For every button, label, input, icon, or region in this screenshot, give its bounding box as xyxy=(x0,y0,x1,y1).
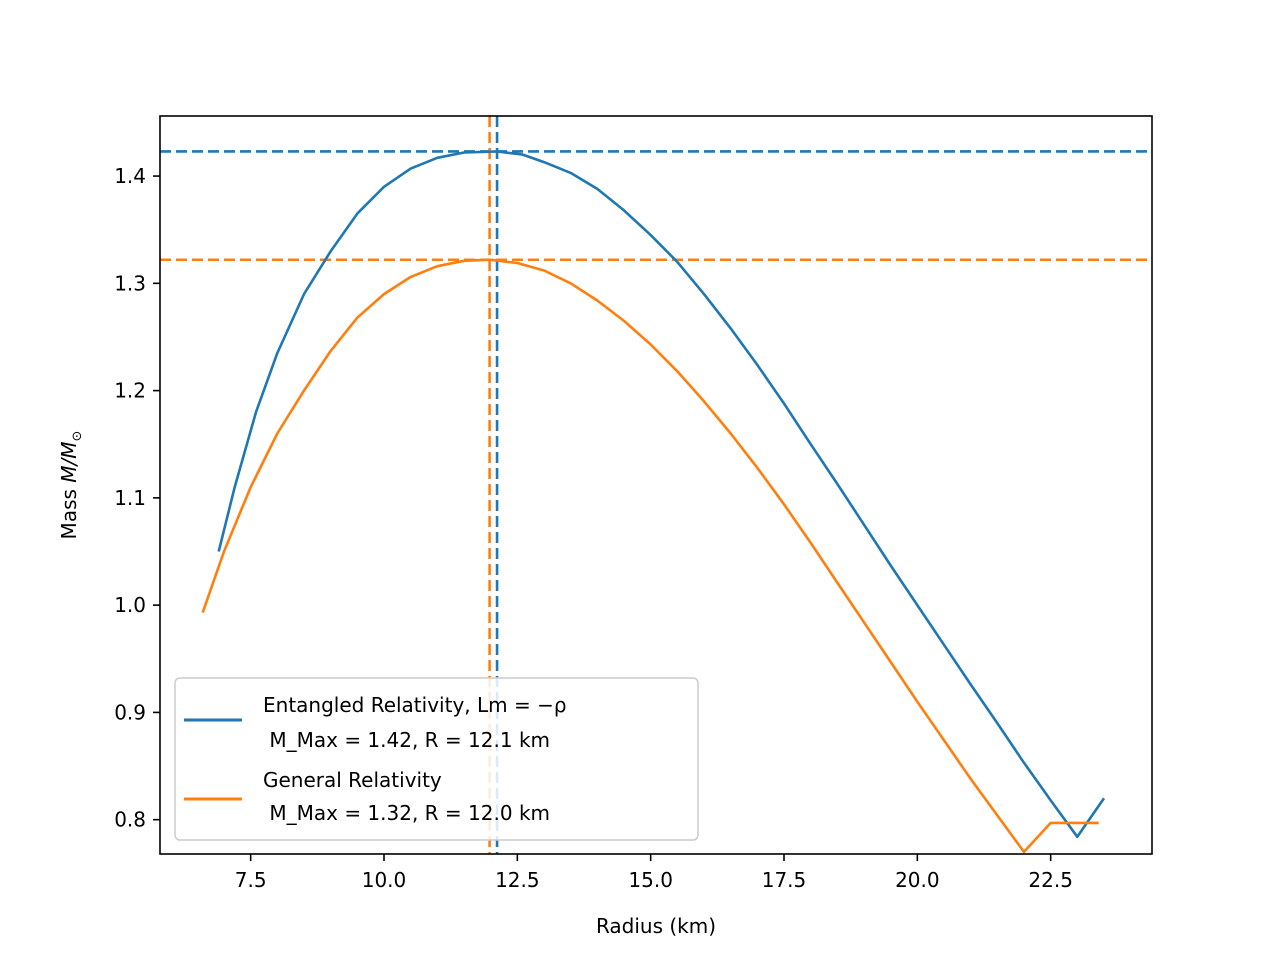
series-line-entangled xyxy=(217,150,1106,839)
y-tick-label: 1.4 xyxy=(114,164,146,188)
x-tick-label: 10.0 xyxy=(362,868,407,892)
legend-box xyxy=(174,677,699,841)
x-tick-label: 22.5 xyxy=(1028,868,1073,892)
legend-label-entangled-line2: M_Max = 1.42, R = 12.1 km xyxy=(263,728,550,752)
y-axis-label-sub: ⊙ xyxy=(70,431,85,442)
y-tick-label: 1.1 xyxy=(114,486,146,510)
x-tick-label: 17.5 xyxy=(762,868,807,892)
y-tick-label: 1.2 xyxy=(114,379,146,403)
legend-label-entangled-line1: Entangled Relativity, Lm = −ρ xyxy=(263,693,567,717)
y-tick-label: 0.8 xyxy=(114,808,146,832)
legend-label-general-line1: General Relativity xyxy=(263,768,442,792)
x-tick-label: 12.5 xyxy=(495,868,540,892)
y-tick-label: 1.0 xyxy=(114,593,146,617)
legend-label-general-line2: M_Max = 1.32, R = 12.0 km xyxy=(263,801,550,825)
y-axis-label-prefix: Mass xyxy=(57,483,81,540)
plot-area xyxy=(160,116,1152,854)
x-tick-label: 15.0 xyxy=(628,868,673,892)
series-group xyxy=(160,116,1152,854)
series-line-general xyxy=(201,258,1099,854)
x-tick-label: 7.5 xyxy=(235,868,267,892)
y-tick-label: 0.9 xyxy=(114,700,146,724)
y-axis-label-math: M/M xyxy=(57,441,81,482)
legend: Entangled Relativity, Lm = −ρ M_Max = 1.… xyxy=(174,677,699,841)
y-axis: 0.8 0.9 1.0 1.1 1.2 1.3 1.4 xyxy=(114,164,160,832)
y-tick-label: 1.3 xyxy=(114,271,146,295)
x-tick-label: 20.0 xyxy=(895,868,940,892)
y-axis-label: Mass M/M⊙ xyxy=(57,431,85,540)
x-axis: 7.5 10.0 12.5 15.0 17.5 20.0 22.5 xyxy=(235,854,1073,892)
axes-frame xyxy=(159,115,1153,855)
x-axis-label: Radius (km) xyxy=(596,914,716,938)
